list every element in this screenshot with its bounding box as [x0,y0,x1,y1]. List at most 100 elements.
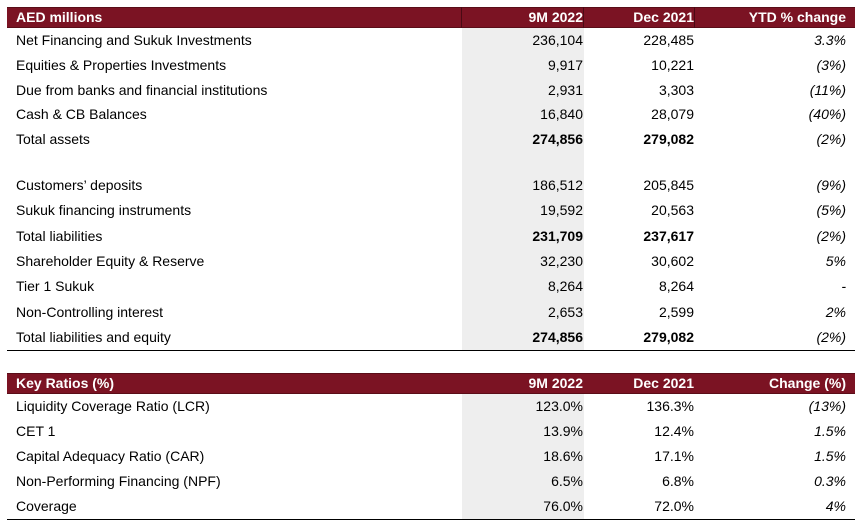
row-value-9m2022: 32,230 [540,253,583,269]
row-label: Total liabilities [16,228,103,244]
total-row: Total assets 274,856 279,082 (2%) [7,127,855,152]
row-label: Cash & CB Balances [16,106,147,122]
row-value-dec2021: 205,845 [643,177,694,193]
ratios-header-col2: Dec 2021 [633,375,694,391]
balance-sheet-table: AED millions 9M 2022 Dec 2021 YTD % chan… [7,7,855,352]
row-value-dec2021: 2,599 [658,304,694,320]
ratios-header-row: Key Ratios (%) 9M 2022 Dec 2021 Change (… [7,373,855,394]
row-value-9m2022: 186,512 [532,177,583,193]
row-value-9m2022: 2,931 [547,82,583,98]
row-value-change: (2%) [816,131,846,147]
row-label: Shareholder Equity & Reserve [16,253,205,269]
row-label: Equities & Properties Investments [16,57,227,73]
header-divider [583,7,584,28]
row-value-9m2022: 274,856 [532,131,583,147]
table-row: Cash & CB Balances 16,840 28,079 (40%) [7,102,855,127]
row-value-dec2021: 72.0% [654,498,694,514]
row-value-9m2022: 19,592 [540,202,583,218]
table-row: Equities & Properties Investments 9,917 … [7,53,855,78]
row-value-change: 4% [825,498,846,514]
table-row: Non-Performing Financing (NPF) 6.5% 6.8%… [7,469,855,494]
row-value-dec2021: 237,617 [643,228,694,244]
current-period-shading [462,27,584,350]
row-value-dec2021: 3,303 [658,82,694,98]
row-label: Total assets [16,131,90,147]
row-value-dec2021: 17.1% [654,448,694,464]
ratios-header-col3: Change (%) [769,375,846,391]
table-row: Capital Adequacy Ratio (CAR) 18.6% 17.1%… [7,444,855,469]
row-value-change: (11%) [809,82,846,98]
row-label: Liquidity Coverage Ratio (LCR) [16,398,210,414]
balance-header-label: AED millions [16,9,103,25]
header-divider [461,7,462,28]
table-row: Customers’ deposits 186,512 205,845 (9%) [7,173,855,198]
ratios-header-col1: 9M 2022 [528,375,583,391]
row-label: Due from banks and financial institution… [16,82,268,98]
row-value-change: (3%) [816,57,846,73]
row-value-change: 3.3% [814,32,846,48]
header-divider [694,7,695,28]
row-value-change: 2% [825,304,846,320]
row-value-change: 1.5% [814,423,846,439]
row-value-change: - [841,278,846,294]
row-value-9m2022: 18.6% [543,448,583,464]
table-row: Due from banks and financial institution… [7,78,855,103]
row-value-9m2022: 76.0% [543,498,583,514]
balance-header-col1: 9M 2022 [528,9,583,25]
row-value-dec2021: 28,079 [651,106,694,122]
row-label: Non-Performing Financing (NPF) [16,473,221,489]
row-value-dec2021: 279,082 [643,131,694,147]
current-period-shading [462,393,584,519]
row-value-change: (9%) [816,177,846,193]
row-label: CET 1 [16,423,56,439]
table-bottom-rule [7,519,855,520]
row-value-9m2022: 2,653 [547,304,583,320]
total-row: Total liabilities 231,709 237,617 (2%) [7,224,855,249]
row-value-dec2021: 228,485 [643,32,694,48]
row-value-9m2022: 274,856 [532,329,583,345]
row-value-dec2021: 20,563 [651,202,694,218]
row-label: Net Financing and Sukuk Investments [16,32,252,48]
row-value-9m2022: 13.9% [543,423,583,439]
row-value-change: (13%) [808,398,846,414]
row-value-dec2021: 12.4% [654,423,694,439]
row-label: Coverage [16,498,77,514]
row-label: Sukuk financing instruments [16,202,192,218]
table-row: Liquidity Coverage Ratio (LCR) 123.0% 13… [7,394,855,419]
row-value-change: (40%) [808,106,846,122]
row-value-dec2021: 136.3% [646,398,694,414]
row-label: Capital Adequacy Ratio (CAR) [16,448,205,464]
row-value-9m2022: 6.5% [551,473,583,489]
row-value-change: 0.3% [814,473,846,489]
ratios-header-label: Key Ratios (%) [16,375,115,391]
table-row: Coverage 76.0% 72.0% 4% [7,494,855,519]
row-value-dec2021: 10,221 [651,57,694,73]
table-row: CET 1 13.9% 12.4% 1.5% [7,419,855,444]
balance-header-col3: YTD % change [748,9,846,25]
table-row: Sukuk financing instruments 19,592 20,56… [7,198,855,223]
row-label: Tier 1 Sukuk [16,278,95,294]
row-value-9m2022: 123.0% [535,398,583,414]
balance-header-col2: Dec 2021 [633,9,694,25]
row-label: Customers’ deposits [16,177,143,193]
key-ratios-table: Key Ratios (%) 9M 2022 Dec 2021 Change (… [7,373,855,521]
row-value-dec2021: 6.8% [662,473,694,489]
table-row: Shareholder Equity & Reserve 32,230 30,6… [7,249,855,274]
table-row: Tier 1 Sukuk 8,264 8,264 - [7,274,855,299]
total-row: Total liabilities and equity 274,856 279… [7,325,855,350]
row-value-change: 1.5% [814,448,846,464]
row-label: Non-Controlling interest [16,304,164,320]
row-value-dec2021: 8,264 [658,278,694,294]
row-value-9m2022: 231,709 [532,228,583,244]
row-value-change: (5%) [816,202,846,218]
row-value-dec2021: 30,602 [651,253,694,269]
balance-header-row: AED millions 9M 2022 Dec 2021 YTD % chan… [7,7,855,28]
row-value-9m2022: 8,264 [547,278,583,294]
row-value-9m2022: 9,917 [547,57,583,73]
row-value-9m2022: 236,104 [532,32,583,48]
row-label: Total liabilities and equity [16,329,171,345]
table-row: Net Financing and Sukuk Investments 236,… [7,28,855,53]
table-row: Non-Controlling interest 2,653 2,599 2% [7,300,855,325]
row-value-9m2022: 16,840 [540,106,583,122]
row-value-change: (2%) [816,329,846,345]
